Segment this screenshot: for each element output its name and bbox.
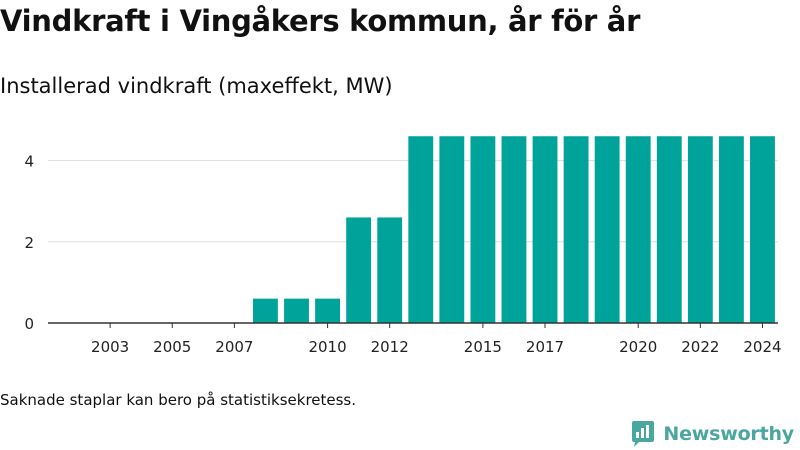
x-tick-label-2010: 2010 [308,338,346,356]
x-tick-label-2012: 2012 [371,338,409,356]
y-tick-label-0: 0 [24,315,34,333]
x-tick-label-2020: 2020 [619,338,657,356]
bar-2013 [408,136,434,323]
footnote: Saknade staplar kan bero på statistiksek… [0,391,357,409]
y-tick-label-2: 2 [24,234,34,252]
bar-2020 [625,136,651,323]
x-tick-label-2005: 2005 [153,338,191,356]
bars-layer [253,136,775,323]
brand: Newsworthy [630,419,794,449]
bar-2012 [377,217,403,323]
bar-2016 [501,136,527,323]
newsworthy-logo-icon [632,421,655,447]
x-tick-label-2022: 2022 [681,338,719,356]
bar-2024 [750,136,775,323]
axis-layer: 0 2 4 2003 2005 2007 2010 2012 2015 2017 2020 2022 2… [24,153,781,356]
bar-2019 [594,136,620,323]
chart-subtitle: Installerad vindkraft (maxeffekt, MW) [0,74,393,98]
bar-chart: 0 2 4 2003 2005 2007 2010 2012 2015 2017 2020 2022 2… [24,136,782,356]
brand-name: Newsworthy [663,423,794,445]
bar-2015 [470,136,496,323]
bar-2011 [346,217,372,323]
bar-2017 [532,136,558,323]
bar-2009 [284,298,309,323]
x-tick-label-2007: 2007 [215,338,253,356]
bar-2022 [687,136,713,323]
x-tick-label-2015: 2015 [464,338,502,356]
y-tick-label-4: 4 [24,153,34,171]
chart-title: Vindkraft i Vingåkers kommun, år för år [0,4,641,38]
bar-2023 [718,136,744,323]
bar-2021 [656,136,682,323]
bar-2014 [439,136,465,323]
x-tick-label-2024: 2024 [743,338,781,356]
x-tick-label-2017: 2017 [526,338,564,356]
bar-2008 [253,298,278,323]
x-tick-label-2003: 2003 [91,338,129,356]
bar-2010 [315,298,340,323]
bar-2018 [563,136,589,323]
